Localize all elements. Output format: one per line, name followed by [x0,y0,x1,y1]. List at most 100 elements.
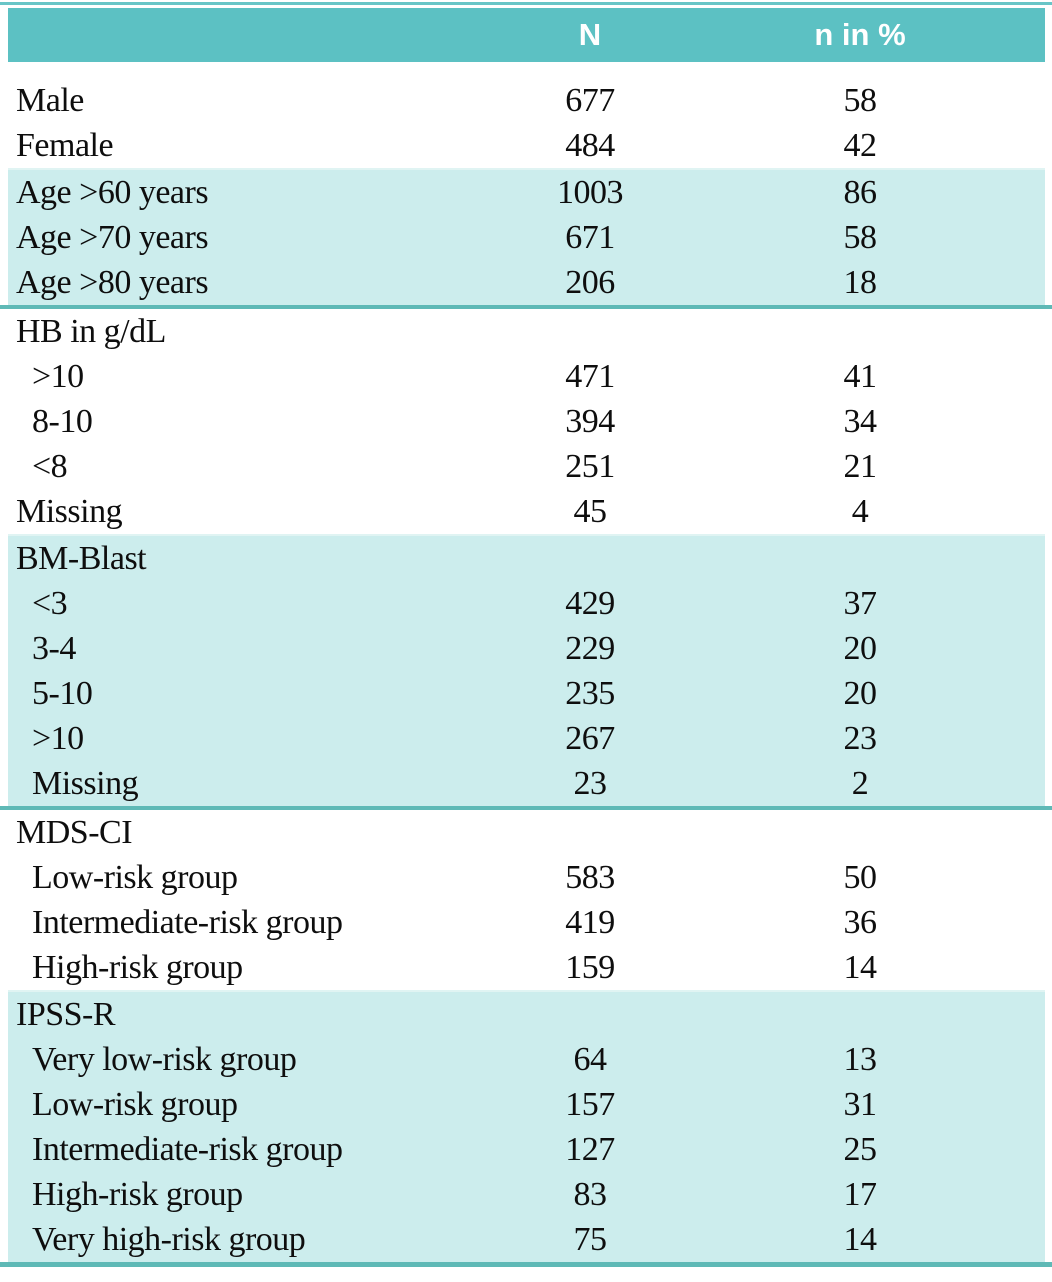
cell-pct: 58 [843,82,878,119]
cell-n: 471 [565,358,615,395]
cell-pct: 36 [843,904,878,941]
table-row: 8-10 394 34 [8,399,1045,444]
cell-pct: 31 [843,1086,878,1123]
row-label: Intermediate-risk group [32,904,343,941]
table-row: Missing 23 2 [8,761,1045,806]
cell-pct: 50 [843,859,878,896]
row-label: Very high-risk group [32,1221,306,1258]
row-label: Female [16,127,114,164]
table-row: IPSS-R [8,992,1045,1037]
cell-n: 159 [565,949,615,986]
table-row: 5-10 235 20 [8,671,1045,716]
cell-pct: 13 [843,1041,878,1078]
table-row: >10 471 41 [8,354,1045,399]
table-row: 3-4 229 20 [8,626,1045,671]
table-row: Male 677 58 [8,78,1045,123]
cell-pct: 2 [851,765,869,802]
table-row: Low-risk group 157 31 [8,1082,1045,1127]
column-header-n: N [578,17,602,52]
cell-pct: 58 [843,219,878,256]
table-row: High-risk group 83 17 [8,1172,1045,1217]
cell-n: 127 [565,1131,615,1168]
cell-pct: 4 [851,493,869,530]
row-label: Intermediate-risk group [32,1131,343,1168]
cell-pct: 34 [843,403,878,440]
cell-n: 251 [565,448,615,485]
table-row: High-risk group 159 14 [8,945,1045,990]
table-row: Low-risk group 583 50 [8,855,1045,900]
cell-pct: 23 [843,720,878,757]
cell-n: 394 [565,403,615,440]
table-section: MDS-CI Low-risk group 583 50 Intermediate-ri… [8,810,1045,990]
cell-pct: 42 [843,127,878,164]
table-section: Male 677 58 Female 484 42 [8,62,1045,168]
table-section: Age >60 years 1003 86 Age >70 years 671 58 Age… [8,168,1045,305]
row-label: IPSS-R [16,996,116,1033]
row-label: 8-10 [32,403,93,440]
row-label: <8 [32,448,68,485]
cell-n: 267 [565,720,615,757]
cell-pct: 37 [843,585,878,622]
cell-n: 1003 [557,174,624,211]
cell-n: 419 [565,904,615,941]
cell-n: 671 [565,219,615,256]
cell-n: 23 [573,765,608,802]
cell-n: 64 [573,1041,608,1078]
cell-pct: 14 [843,1221,878,1258]
table-top-rule [0,2,1052,5]
cell-n: 235 [565,675,615,712]
row-label: Age >60 years [16,174,209,211]
cell-pct: 21 [843,448,878,485]
table-section: HB in g/dL >10 471 41 8-10 394 34 <8 251 21 Missin… [8,309,1045,534]
cell-n: 206 [565,264,615,301]
table-row: HB in g/dL [8,309,1045,354]
cell-n: 677 [565,82,615,119]
section-separator-rule [0,1262,1052,1267]
section-separator-rule [0,305,1052,309]
row-label: 5-10 [32,675,93,712]
cell-n: 484 [565,127,615,164]
table-row: Very low-risk group 64 13 [8,1037,1045,1082]
row-label: High-risk group [32,949,243,986]
table-row: MDS-CI [8,810,1045,855]
cell-pct: 20 [843,675,878,712]
table-row: Female 484 42 [8,123,1045,168]
cell-pct: 14 [843,949,878,986]
row-label: Missing [16,493,123,530]
table-row: BM-Blast [8,536,1045,581]
cell-pct: 20 [843,630,878,667]
cell-n: 45 [573,493,608,530]
row-label: <3 [32,585,68,622]
cell-pct: 18 [843,264,878,301]
row-label: >10 [32,358,84,395]
row-label: Missing [32,765,139,802]
cell-n: 429 [565,585,615,622]
table-row: <3 429 37 [8,581,1045,626]
row-label: HB in g/dL [16,313,166,350]
table-row: Age >60 years 1003 86 [8,170,1045,215]
row-label: Age >70 years [16,219,209,256]
row-label: MDS-CI [16,814,133,851]
row-label: Male [16,82,84,119]
row-label: BM-Blast [16,540,147,577]
row-label: 3-4 [32,630,76,667]
table-row: Missing 45 4 [8,489,1045,534]
cell-n: 157 [565,1086,615,1123]
table-header-row: N n in % [8,8,1045,62]
cell-pct: 17 [843,1176,878,1213]
row-label: High-risk group [32,1176,243,1213]
table-body: Male 677 58 Female 484 42 Age >60 years 1003 86 A… [0,62,1052,1267]
cell-n: 229 [565,630,615,667]
row-label: Low-risk group [32,859,238,896]
row-label: Low-risk group [32,1086,238,1123]
table-section: IPSS-R Very low-risk group 64 13 Low-risk gr… [8,990,1045,1262]
row-label: Age >80 years [16,264,209,301]
cell-pct: 86 [843,174,878,211]
cell-n: 583 [565,859,615,896]
row-label: >10 [32,720,84,757]
row-label: Very low-risk group [32,1041,297,1078]
table-row: Age >80 years 206 18 [8,260,1045,305]
cell-n: 83 [573,1176,608,1213]
section-separator-rule [0,806,1052,810]
table-row: Intermediate-risk group 127 25 [8,1127,1045,1172]
